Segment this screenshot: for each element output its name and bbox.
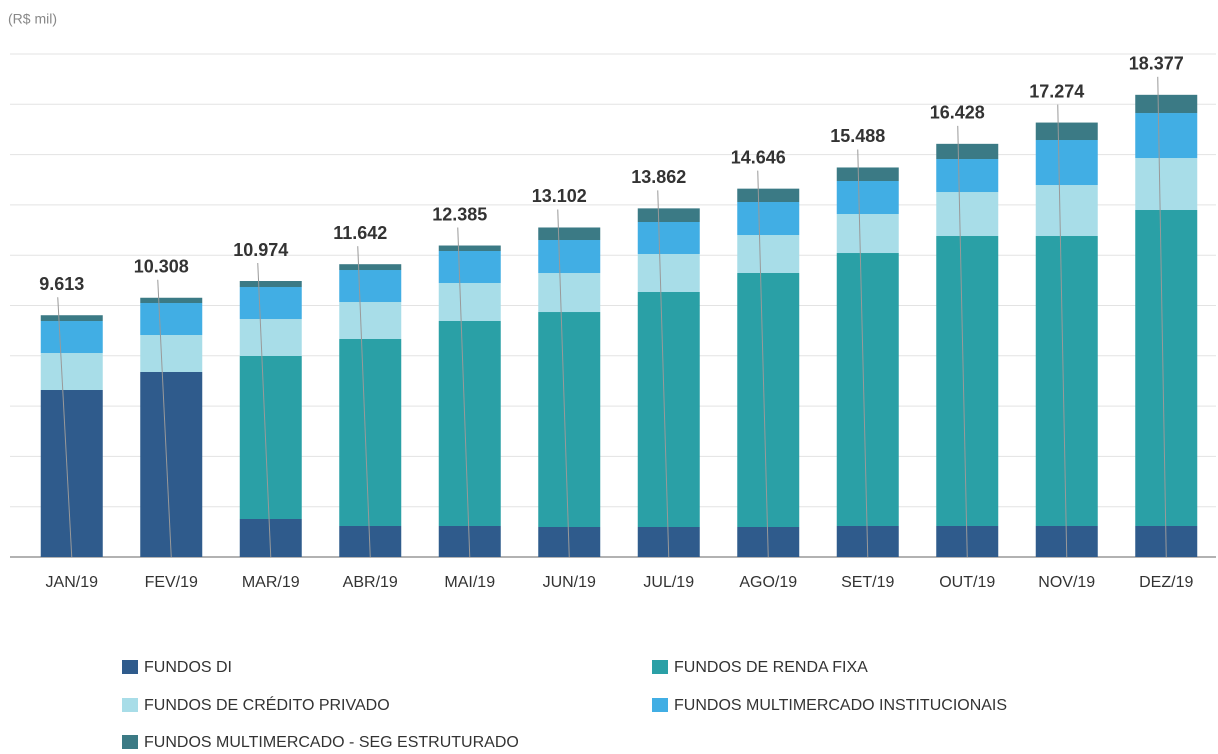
total-label: 17.274 [1029, 81, 1084, 101]
leader-line [557, 209, 570, 558]
bar-segment [339, 264, 402, 271]
bar-segment [637, 291, 700, 527]
legend-swatch [122, 660, 138, 674]
bar-segment [1035, 185, 1098, 237]
bar-segment [339, 338, 402, 526]
x-tick-label: MAR/19 [242, 574, 300, 591]
bar-segment [936, 192, 999, 237]
bar-segment [40, 321, 103, 354]
bar-segment [836, 167, 899, 182]
x-tick-label: JAN/19 [46, 574, 99, 591]
bar-segment [836, 214, 899, 254]
bar-segment [538, 273, 601, 313]
bar-segment [1035, 122, 1098, 141]
total-label: 18.377 [1129, 54, 1184, 74]
bar-segment [40, 353, 103, 391]
total-label: 10.974 [233, 240, 288, 260]
unit-label: (R$ mil) [8, 11, 57, 27]
bar-segment [936, 143, 999, 160]
bar-segment [438, 320, 501, 526]
leader-line [1157, 76, 1167, 558]
x-tick-label: MAI/19 [444, 574, 495, 591]
legend-label: FUNDOS MULTIMERCADO - SEG ESTRUTURADO [144, 734, 519, 751]
leader-line [657, 190, 670, 558]
bar-segment [538, 240, 601, 274]
total-label: 14.646 [731, 147, 786, 167]
bar-segment [1035, 140, 1098, 186]
bar-segment [637, 222, 700, 254]
x-tick-label: ABR/19 [343, 574, 398, 591]
x-tick-label: DEZ/19 [1139, 574, 1193, 591]
bar-segment [140, 303, 203, 336]
bar-segment [438, 245, 501, 251]
total-label: 11.642 [333, 223, 387, 243]
leader-line [457, 227, 471, 558]
bar-segment [637, 253, 700, 292]
bar-segment [40, 315, 103, 322]
bar-segment [40, 390, 103, 557]
bar-segment [836, 253, 899, 526]
leader-line [357, 246, 371, 558]
legend-swatch [652, 660, 668, 674]
total-label: 16.428 [930, 103, 985, 123]
leader-line [157, 279, 172, 558]
bar-segment [239, 287, 302, 320]
x-tick-label: OUT/19 [939, 574, 995, 591]
total-label: 13.862 [631, 167, 686, 187]
x-tick-label: JUL/19 [643, 574, 694, 591]
legend-swatch [122, 698, 138, 712]
bar-segment [936, 159, 999, 193]
x-tick-label: JUN/19 [543, 574, 596, 591]
total-label: 10.308 [134, 257, 189, 277]
bar-segment [1135, 158, 1198, 211]
bar-segment [737, 202, 800, 236]
bar-segment [538, 227, 601, 241]
total-label: 15.488 [830, 126, 885, 146]
leader-line [257, 262, 272, 558]
legend-swatch [652, 698, 668, 712]
bar-segment [140, 335, 203, 372]
legend-label: FUNDOS DE RENDA FIXA [674, 659, 868, 676]
bar-segment [438, 250, 501, 283]
bar-segment [1135, 113, 1198, 159]
bar-segment [239, 319, 302, 357]
bar-segment [836, 181, 899, 215]
bar-segment [140, 297, 203, 304]
x-tick-label: AGO/19 [739, 574, 797, 591]
total-label: 12.385 [432, 204, 487, 224]
bar-segment [737, 235, 800, 274]
x-tick-label: FEV/19 [145, 574, 198, 591]
bar-segment [239, 356, 302, 519]
bar-segment [140, 371, 203, 557]
bar-segment [936, 236, 999, 526]
legend-label: FUNDOS DI [144, 659, 232, 676]
total-label: 13.102 [532, 186, 587, 206]
bar-segment [637, 208, 700, 223]
x-tick-label: NOV/19 [1038, 574, 1095, 591]
bar-segment [1035, 236, 1098, 526]
leader-line [757, 170, 769, 558]
total-label: 9.613 [39, 274, 84, 294]
bar-segment [339, 302, 402, 339]
bar-segment [438, 282, 501, 321]
bar-segment [538, 312, 601, 527]
bar-segment [1135, 210, 1198, 526]
bar-segment [1135, 94, 1198, 114]
legend-label: FUNDOS MULTIMERCADO INSTITUCIONAIS [674, 697, 1007, 714]
bar-segment [737, 188, 800, 203]
bar-segment [339, 270, 402, 303]
leader-line [1057, 104, 1068, 558]
leader-line [57, 297, 73, 558]
leader-line [957, 125, 968, 558]
bar-segment [239, 281, 302, 288]
leader-line [857, 149, 869, 558]
x-tick-label: SET/19 [841, 574, 894, 591]
legend-swatch [122, 735, 138, 749]
bar-segment [737, 273, 800, 527]
legend-label: FUNDOS DE CRÉDITO PRIVADO [144, 695, 390, 714]
